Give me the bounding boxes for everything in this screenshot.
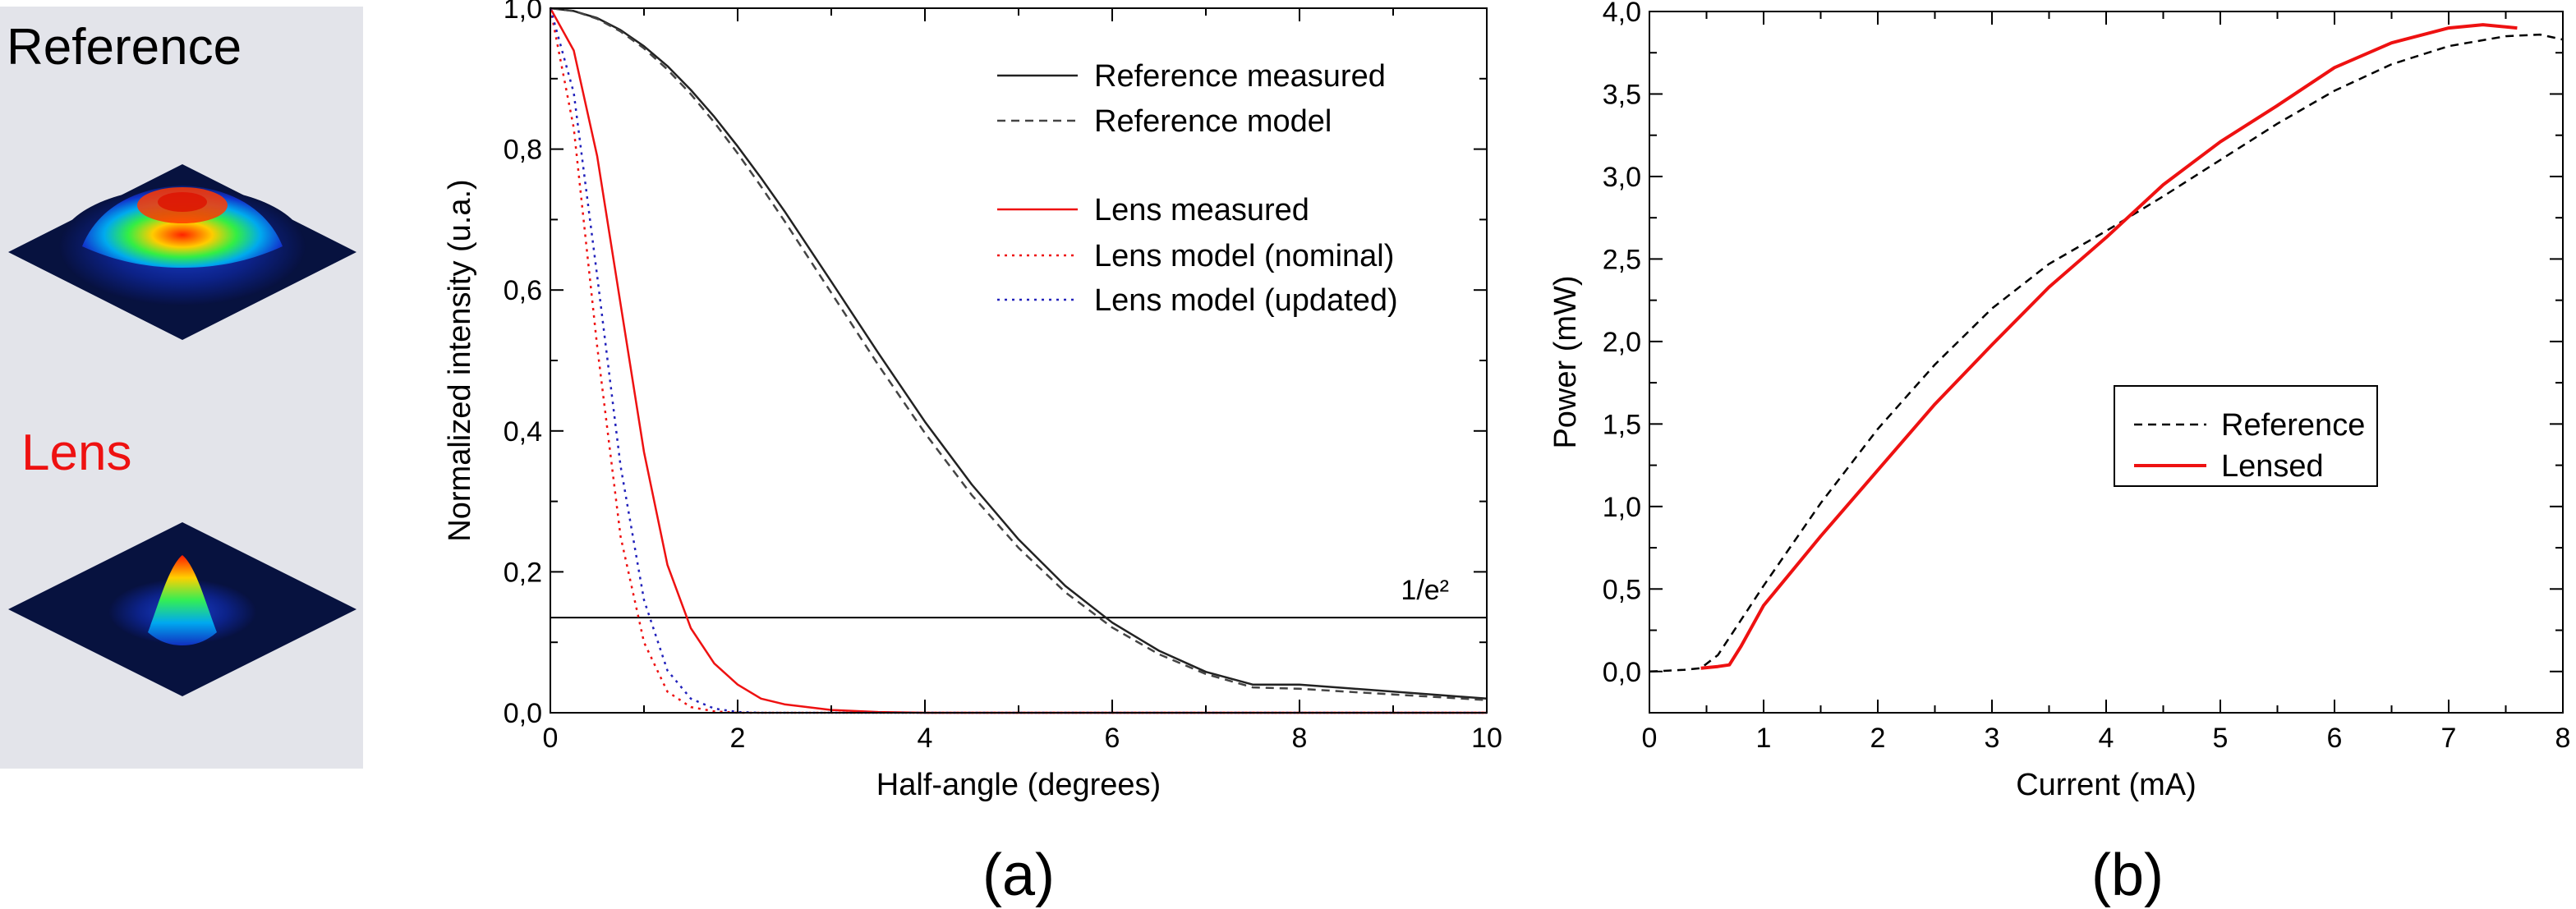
chart-a-series-lens-measured — [549, 7, 1487, 714]
chart-a-series-lens-model-nominal — [549, 7, 1487, 714]
chart-a-legend-label: Lens model (nominal) — [1094, 239, 1394, 273]
chart-a-frame — [550, 7, 1488, 714]
chart-a-ytick-label: 0,0 — [504, 698, 542, 729]
chart-b-ytick-label: 4,0 — [1603, 0, 1641, 28]
chart-a-xtick-label: 6 — [1105, 723, 1120, 754]
chart-a-ytick-label: 0,4 — [504, 416, 542, 448]
chart-b-ytick-label: 0,5 — [1603, 574, 1641, 605]
chart-b-frame — [1649, 11, 2564, 714]
reference-title: Reference — [7, 19, 242, 76]
chart-a-xtick-label: 10 — [1471, 723, 1502, 754]
chart-a-legend-label: Lens model (updated) — [1094, 283, 1398, 318]
chart-a-series-lens-model-updated — [549, 7, 1487, 714]
chart-b-ytick-label: 1,5 — [1603, 409, 1641, 440]
chart-b-legend-label: Lensed — [2221, 449, 2324, 484]
chart-b-series-reference — [1649, 33, 2564, 673]
chart-a: 0 2 4 6 8 10 0,0 0,2 0,4 0,6 0,8 1,0 Half-angle (de… — [443, 0, 1502, 908]
chart-b-xtick-label: 4 — [2099, 723, 2114, 754]
chart-b-ticklabels: 0 1 2 3 4 5 6 7 8 0,0 0,5 1,0 1,5 2,0 2,5 3,0 3,5 4,0 — [1603, 0, 2571, 754]
chart-b-ytick-label: 2,0 — [1603, 327, 1641, 358]
chart-b-panel-label: (b) — [2091, 842, 2164, 908]
chart-a-ticklabels: 0 2 4 6 8 10 0,0 0,2 0,4 0,6 0,8 1,0 — [504, 0, 1502, 754]
chart-b-ytick-label: 1,0 — [1603, 492, 1641, 523]
chart-b-ytick-label: 2,5 — [1603, 244, 1641, 275]
chart-b-xtick-label: 7 — [2441, 723, 2457, 754]
chart-a-xtick-label: 2 — [730, 723, 746, 754]
chart-b-xtick-label: 1 — [1756, 723, 1772, 754]
chart-b-legend-label: Reference — [2221, 408, 2365, 443]
chart-a-legend-label: Reference measured — [1094, 59, 1386, 94]
chart-a-xlabel: Half-angle (degrees) — [876, 768, 1161, 802]
chart-a-legend-label: Lens measured — [1094, 193, 1309, 227]
chart-a-series-reference-model — [550, 7, 1488, 701]
chart-b-series-layer — [1649, 23, 2564, 673]
chart-a-series-reference-measured — [550, 7, 1488, 700]
chart-a-xtick-label: 4 — [918, 723, 933, 754]
chart-b-xtick-label: 6 — [2327, 723, 2343, 754]
chart-a-xtick-label: 8 — [1292, 723, 1308, 754]
chart-b: 0 1 2 3 4 5 6 7 8 0,0 0,5 1,0 1,5 2,0 2,5 3,0 3,5 4,0 Cur… — [1548, 0, 2570, 908]
chart-b-xlabel: Current (mA) — [2016, 768, 2196, 802]
chart-a-ticks — [550, 7, 1488, 714]
chart-b-legend-box — [2114, 385, 2378, 487]
chart-a-legend: Reference measured Reference model Lens me… — [997, 59, 1398, 318]
chart-b-xtick-label: 0 — [1642, 723, 1658, 754]
chart-b-ticks — [1649, 11, 2564, 713]
chart-a-ytick-label: 0,6 — [504, 275, 542, 306]
chart-a-panel-label: (a) — [982, 842, 1055, 908]
reference-beam-image — [8, 164, 356, 340]
chart-b-ytick-label: 0,0 — [1603, 657, 1641, 688]
chart-a-hline-label: 1/e² — [1401, 575, 1449, 606]
chart-a-ytick-label: 1,0 — [504, 0, 542, 25]
chart-a-ytick-label: 0,8 — [504, 135, 542, 166]
chart-a-legend-label: Reference model — [1094, 104, 1332, 139]
chart-b-series-lensed — [1700, 23, 2518, 670]
chart-b-xtick-label: 2 — [1870, 723, 1886, 754]
chart-b-ylabel: Power (mW) — [1548, 275, 1583, 448]
chart-a-series-layer — [549, 7, 1488, 714]
chart-b-xtick-label: 3 — [1985, 723, 2000, 754]
chart-b-ytick-label: 3,5 — [1603, 79, 1641, 110]
lens-beam-image — [8, 522, 356, 696]
chart-b-ytick-label: 3,0 — [1603, 162, 1641, 193]
chart-b-legend: Reference Lensed — [2114, 385, 2378, 487]
chart-b-xtick-label: 5 — [2213, 723, 2229, 754]
chart-a-ytick-label: 0,2 — [504, 557, 542, 588]
chart-a-xtick-label: 0 — [543, 723, 559, 754]
lens-title: Lens — [21, 425, 131, 481]
chart-a-ylabel: Normalized intensity (u.a.) — [443, 179, 477, 541]
beam-profile-panel: Reference Lens — [0, 7, 363, 769]
chart-b-xtick-label: 8 — [2555, 723, 2571, 754]
